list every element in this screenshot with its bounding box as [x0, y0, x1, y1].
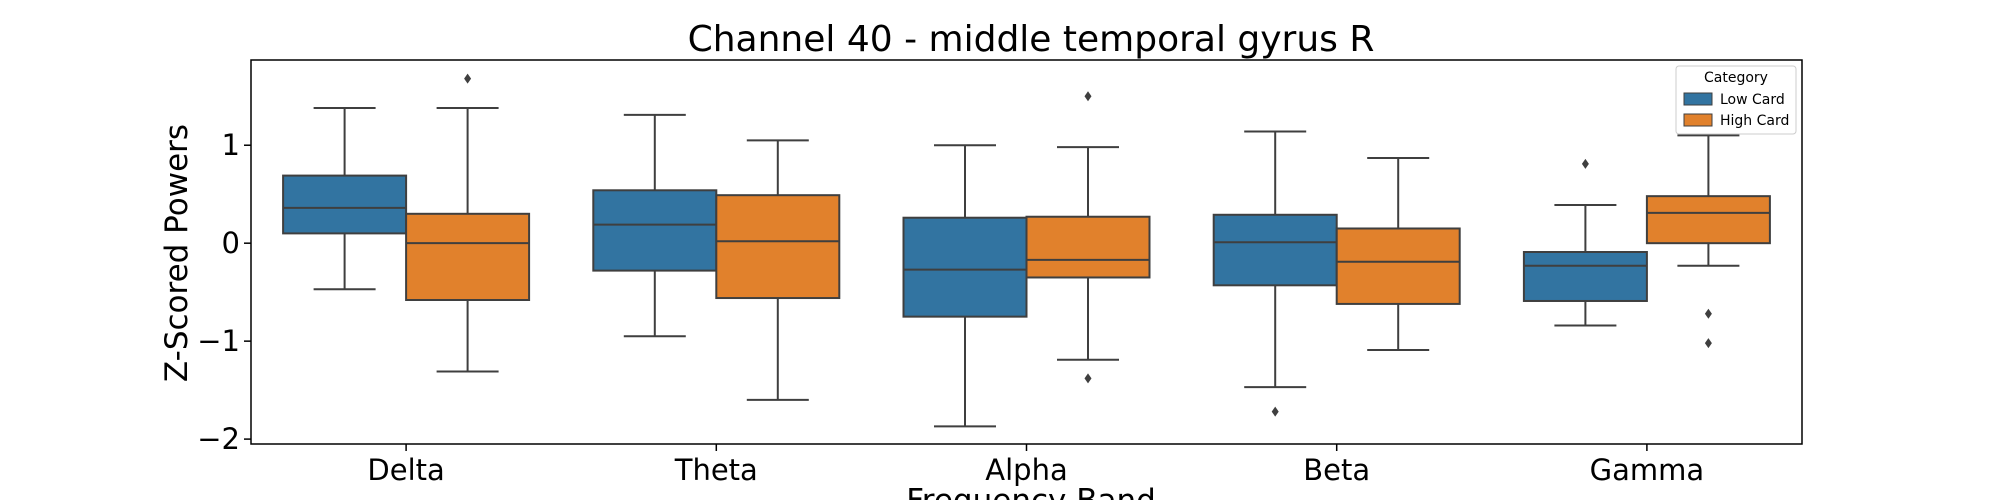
x-tick-label: Alpha [985, 453, 1067, 487]
legend-entry-label: High Card [1720, 113, 1789, 129]
x-tick-label: Beta [1303, 453, 1370, 487]
legend: Category Low Card High Card [1675, 65, 1797, 135]
box-body [1025, 215, 1151, 279]
y-tick-label: −2 [197, 422, 240, 456]
plot-area [282, 73, 1771, 428]
legend-entry-label: Low Card [1720, 92, 1785, 108]
y-axis-label: Z-Scored Powers [159, 124, 195, 382]
box-high-card-beta [1335, 156, 1461, 351]
box-low-card-alpha [902, 144, 1028, 428]
x-tick-label: Delta [367, 453, 444, 487]
box-body [715, 194, 841, 300]
box-low-card-gamma [1522, 158, 1648, 327]
outlier-point [1581, 158, 1589, 169]
legend-title: Category [1704, 70, 1768, 86]
box-low-card-beta [1212, 130, 1338, 417]
box-body [1335, 227, 1461, 305]
outlier-point [1084, 91, 1092, 102]
x-tick-label: Gamma [1590, 453, 1705, 487]
box-body [1522, 251, 1648, 302]
y-tick-label: −1 [197, 324, 240, 358]
legend-swatch [1683, 92, 1713, 106]
box-high-card-delta [405, 73, 531, 373]
box-high-card-gamma [1645, 134, 1771, 349]
box-body [592, 189, 718, 272]
outlier-point [1704, 338, 1712, 349]
box-high-card-theta [715, 139, 841, 401]
outlier-point [1704, 308, 1712, 319]
box-body [1645, 195, 1771, 245]
box-body [1212, 213, 1338, 287]
outlier-point [1084, 373, 1092, 384]
chart-title: Channel 40 - middle temporal gyrus R [688, 19, 1375, 60]
box-body [405, 212, 531, 301]
box-high-card-alpha [1025, 91, 1151, 384]
box-body [902, 216, 1028, 318]
legend-swatch [1683, 113, 1713, 127]
outlier-point [464, 73, 472, 84]
y-tick-label: 0 [222, 226, 240, 260]
x-axis-label: Frequency Band [906, 483, 1156, 500]
outlier-point [1271, 406, 1279, 417]
x-tick-label: Theta [674, 453, 758, 487]
box-low-card-theta [592, 113, 718, 338]
box-body [282, 174, 408, 235]
box-low-card-delta [282, 107, 408, 291]
y-tick-label: 1 [222, 128, 240, 162]
